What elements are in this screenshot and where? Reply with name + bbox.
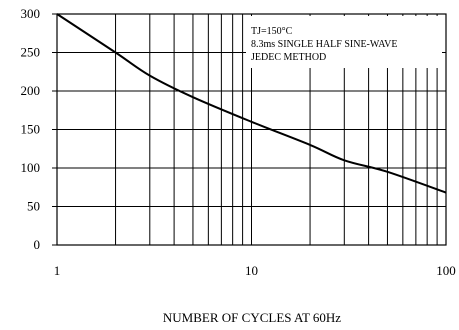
y-tick-label: 50 bbox=[27, 199, 40, 214]
x-axis-label: NUMBER OF CYCLES AT 60Hz bbox=[163, 310, 341, 325]
y-tick-label: 200 bbox=[21, 83, 41, 98]
annotation-line-1: TJ=150°C bbox=[251, 26, 293, 37]
annotation-box bbox=[246, 16, 442, 68]
annotation-line-2: 8.3ms SINGLE HALF SINE-WAVE bbox=[251, 39, 397, 50]
y-tick-label: 300 bbox=[21, 6, 41, 21]
y-tick-label: 100 bbox=[21, 160, 41, 175]
x-axis-ticks: 1 10 100 bbox=[54, 263, 456, 278]
x-tick-label: 10 bbox=[245, 263, 258, 278]
x-tick-label: 100 bbox=[436, 263, 456, 278]
y-tick-label: 0 bbox=[34, 237, 41, 252]
y-tick-label: 250 bbox=[21, 45, 41, 60]
series-line bbox=[56, 13, 447, 194]
y-tick-label: 150 bbox=[21, 122, 41, 137]
x-tick-label: 1 bbox=[54, 263, 61, 278]
y-axis-ticks: 300 250 200 150 100 50 0 bbox=[21, 6, 57, 252]
annotation-line-3: JEDEC METHOD bbox=[251, 52, 326, 63]
